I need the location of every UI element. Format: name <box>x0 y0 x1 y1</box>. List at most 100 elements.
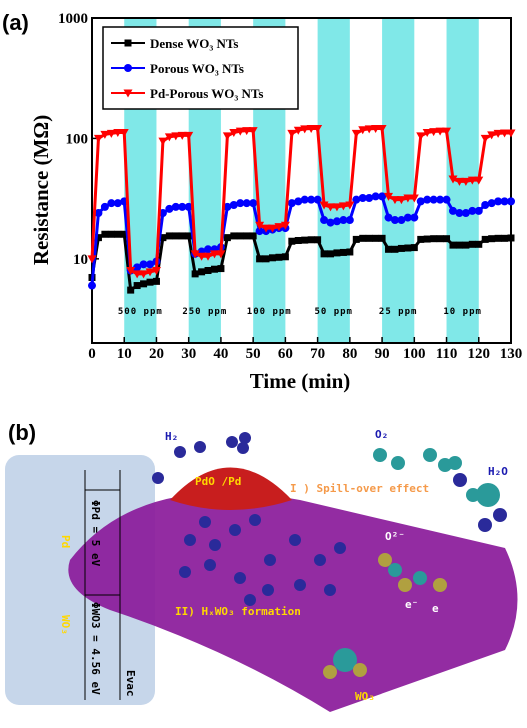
atom <box>433 578 447 592</box>
atom <box>373 448 387 462</box>
marker <box>300 195 309 204</box>
marker <box>178 232 186 240</box>
marker <box>178 202 187 211</box>
marker <box>313 124 323 133</box>
marker <box>371 192 380 201</box>
atom <box>179 566 191 578</box>
marker <box>397 216 406 225</box>
marker <box>448 206 457 215</box>
marker <box>204 245 213 254</box>
marker <box>307 195 316 204</box>
marker <box>352 195 361 204</box>
marker <box>132 270 142 279</box>
marker <box>332 217 341 226</box>
atom <box>204 559 216 571</box>
marker <box>481 200 490 209</box>
marker <box>198 268 206 276</box>
atoms <box>152 432 507 679</box>
atom <box>391 456 405 470</box>
marker <box>216 250 226 259</box>
marker <box>500 197 509 206</box>
y-tick-label: 10 <box>73 252 88 268</box>
marker <box>443 235 451 243</box>
marker <box>339 248 347 256</box>
atom <box>448 456 462 470</box>
marker <box>378 192 387 201</box>
marker <box>230 232 238 240</box>
marker <box>268 254 276 262</box>
marker <box>423 195 432 204</box>
marker <box>255 227 264 236</box>
marker <box>223 234 231 242</box>
atom <box>194 441 206 453</box>
marker <box>494 197 503 206</box>
marker <box>461 209 470 218</box>
atom <box>413 571 427 585</box>
marker <box>436 235 444 243</box>
marker <box>307 236 315 244</box>
marker <box>378 234 386 242</box>
marker <box>377 124 387 133</box>
marker <box>410 213 419 222</box>
exposure-label: 250 ppm <box>182 307 227 317</box>
atom <box>226 436 238 448</box>
atom <box>184 534 196 546</box>
marker <box>320 216 329 225</box>
x-tick-label: 90 <box>375 346 390 362</box>
marker <box>191 270 199 278</box>
atom <box>237 442 249 454</box>
marker <box>123 89 133 98</box>
marker <box>133 282 141 290</box>
panel-label: (b) <box>8 420 36 445</box>
marker <box>107 199 116 208</box>
marker <box>332 203 342 212</box>
marker <box>190 250 200 259</box>
label: II) HₓWO₃ formation <box>175 605 301 618</box>
marker <box>416 197 425 206</box>
y-tick-label: 1000 <box>58 11 88 27</box>
marker <box>404 244 412 252</box>
atom <box>466 488 480 502</box>
atom <box>378 553 392 567</box>
marker <box>351 129 361 138</box>
marker <box>120 230 128 238</box>
marker <box>333 249 341 257</box>
marker <box>127 286 135 294</box>
wo3-surface <box>68 492 518 712</box>
marker <box>409 194 419 203</box>
legend-label: Dense WO₃ NTs <box>150 36 238 51</box>
marker <box>448 175 458 184</box>
marker <box>403 194 413 203</box>
marker <box>474 176 484 185</box>
marker <box>106 129 116 138</box>
marker <box>364 125 374 134</box>
marker <box>346 248 354 256</box>
marker <box>249 232 257 240</box>
atom <box>493 508 507 522</box>
marker <box>468 240 476 248</box>
marker <box>165 204 174 213</box>
marker <box>172 232 180 240</box>
marker <box>235 127 245 136</box>
marker <box>455 241 463 249</box>
x-tick-label: 80 <box>342 346 357 362</box>
atom <box>334 542 346 554</box>
marker <box>455 209 464 218</box>
atom <box>314 554 326 566</box>
marker <box>371 124 381 133</box>
marker <box>87 255 97 264</box>
marker <box>146 260 155 269</box>
marker <box>293 126 303 135</box>
marker <box>229 200 238 209</box>
marker <box>467 176 477 185</box>
atom <box>244 594 256 606</box>
marker <box>493 129 503 138</box>
label: ΦPd = 5 eV <box>89 500 102 567</box>
marker <box>236 232 244 240</box>
marker <box>339 216 348 225</box>
atom <box>323 665 337 679</box>
marker <box>326 203 336 212</box>
chart: (a) Time (min) Resistance (MΩ) 500 ppm 25… <box>2 10 522 393</box>
marker <box>171 132 181 141</box>
